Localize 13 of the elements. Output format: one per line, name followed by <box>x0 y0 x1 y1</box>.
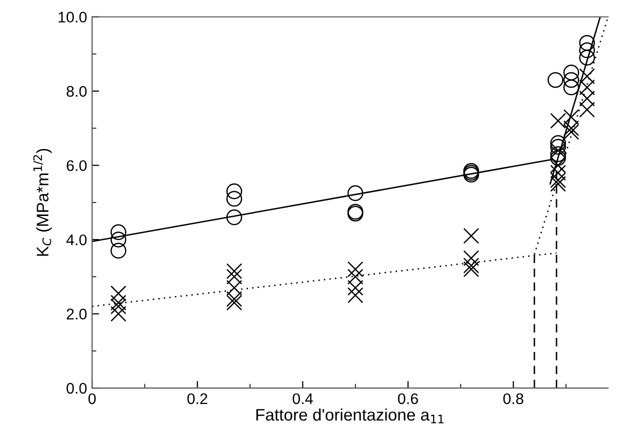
y-tick-label: 8.0 <box>66 86 87 97</box>
x-tick-label: 0.8 <box>503 393 524 404</box>
x-axis-title: Fattore d'orientazione a$_{11}$ <box>256 408 444 424</box>
y-tick-label: 10.0 <box>58 12 87 23</box>
y-tick-label: 4.0 <box>66 234 87 246</box>
y-axis-title: K$_{C}$ (MPa*m$^{1/2}$) <box>33 148 52 256</box>
y-tick-label: 6.0 <box>66 160 87 172</box>
x-tick-label: 0.2 <box>187 393 208 404</box>
y-tick-label: 2.0 <box>66 308 87 320</box>
x-tick-label: 0 <box>88 393 96 404</box>
y-tick-label: 0.0 <box>66 382 87 394</box>
x-tick-label: 0.4 <box>292 393 313 404</box>
x-tick-label: 0.6 <box>398 393 418 404</box>
